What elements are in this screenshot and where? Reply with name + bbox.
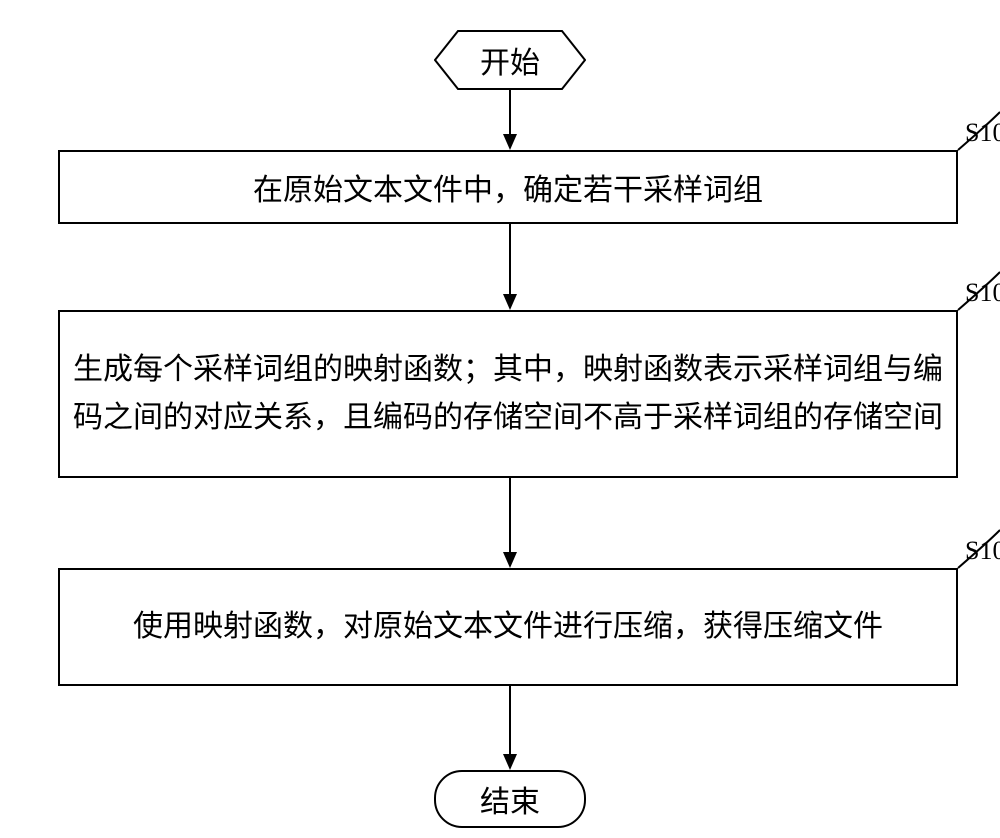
start-label: 开始: [434, 38, 586, 82]
step-connector: [946, 522, 1000, 572]
arrow: [490, 686, 530, 770]
arrow: [490, 224, 530, 310]
process-s103-text: 使用映射函数，对原始文本文件进行压缩，获得压缩文件: [72, 603, 944, 651]
start-terminator: 开始: [434, 30, 586, 90]
step-connector: [946, 104, 1000, 154]
process-s102: 生成每个采样词组的映射函数；其中，映射函数表示采样词组与编码之间的对应关系，且编…: [58, 310, 958, 478]
process-s102-text: 生成每个采样词组的映射函数；其中，映射函数表示采样词组与编码之间的对应关系，且编…: [72, 346, 944, 442]
arrow: [490, 90, 530, 150]
flowchart-container: 开始在原始文本文件中，确定若干采样词组S101生成每个采样词组的映射函数；其中，…: [20, 20, 980, 818]
process-s103: 使用映射函数，对原始文本文件进行压缩，获得压缩文件: [58, 568, 958, 686]
arrow: [490, 478, 530, 568]
end-terminator: 结束: [434, 770, 586, 828]
process-s101: 在原始文本文件中，确定若干采样词组: [58, 150, 958, 224]
process-s101-text: 在原始文本文件中，确定若干采样词组: [72, 165, 944, 209]
step-connector: [946, 264, 1000, 314]
